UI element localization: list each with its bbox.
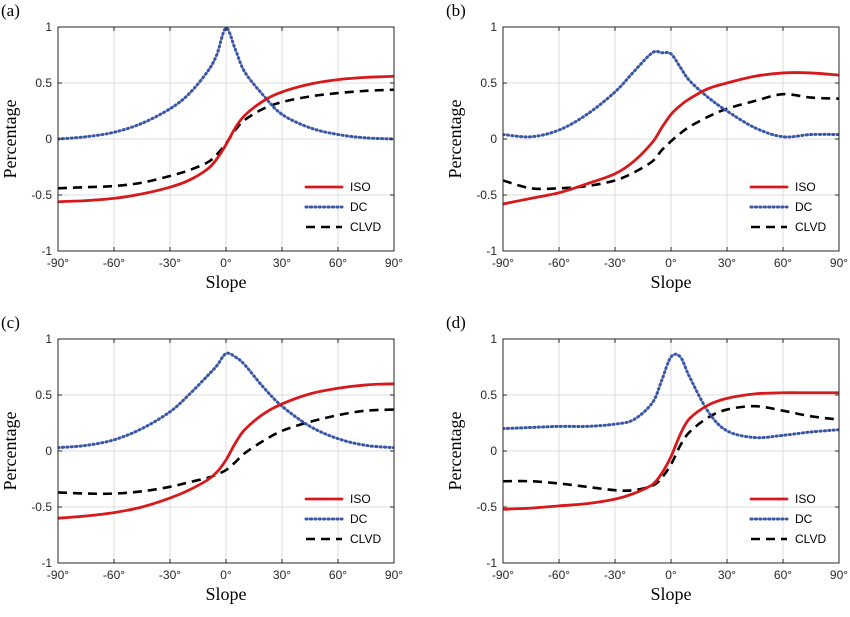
- y-tick-label: 0: [45, 132, 52, 146]
- panel-label: (b): [446, 1, 466, 20]
- x-tick-label: 0°: [220, 256, 232, 270]
- legend-label-clvd: CLVD: [350, 220, 381, 234]
- x-tick-label: -90°: [492, 256, 514, 270]
- y-axis-label: Percentage: [0, 100, 20, 179]
- series-line-dc: [503, 49, 839, 139]
- legend-label-clvd: CLVD: [350, 532, 381, 546]
- panel-label: (a): [1, 1, 20, 20]
- x-axis-label: Slope: [650, 272, 691, 292]
- legend-label-iso: ISO: [350, 180, 371, 194]
- x-tick-label: 30°: [718, 568, 736, 582]
- x-tick-label: 0°: [220, 568, 232, 582]
- y-axis-label: Percentage: [445, 100, 465, 179]
- legend-label-clvd: CLVD: [795, 532, 826, 546]
- x-tick-label: 30°: [273, 568, 291, 582]
- y-tick-label: 1: [490, 20, 497, 34]
- y-tick-label: -0.5: [31, 188, 52, 202]
- legend-label-dc: DC: [350, 200, 368, 214]
- x-tick-label: -90°: [47, 256, 69, 270]
- x-tick-label: -90°: [492, 568, 514, 582]
- x-tick-label: -30°: [159, 256, 181, 270]
- y-tick-label: -0.5: [476, 188, 497, 202]
- y-tick-label: 0: [490, 444, 497, 458]
- x-tick-label: 60°: [329, 568, 347, 582]
- x-tick-label: 90°: [385, 256, 403, 270]
- y-tick-label: -1: [486, 244, 497, 258]
- x-tick-label: 60°: [329, 256, 347, 270]
- series-line-iso: [58, 382, 394, 520]
- x-tick-label: 90°: [830, 568, 848, 582]
- series-line-dc: [503, 352, 839, 440]
- y-tick-label: 1: [490, 332, 497, 346]
- legend-label-iso: ISO: [795, 492, 816, 506]
- y-tick-label: 1: [45, 20, 52, 34]
- x-tick-label: 60°: [774, 256, 792, 270]
- y-tick-label: -1: [41, 244, 52, 258]
- x-tick-label: -90°: [47, 568, 69, 582]
- x-tick-label: 90°: [385, 568, 403, 582]
- x-axis-label: Slope: [205, 584, 246, 604]
- x-tick-label: -30°: [604, 568, 626, 582]
- x-tick-label: 0°: [665, 568, 677, 582]
- legend: ISO DC CLVD: [304, 180, 381, 234]
- x-tick-label: 30°: [718, 256, 736, 270]
- legend-label-dc: DC: [795, 512, 813, 526]
- y-tick-label: 0: [45, 444, 52, 458]
- chart-panel: -90° -60° -30° 0° 30° 60° 90° 1 0.5 0 -0.5 -1 Slope P…: [445, 313, 848, 604]
- y-tick-label: -1: [41, 556, 52, 570]
- y-tick-label: 0: [490, 132, 497, 146]
- series-line-dc: [58, 351, 394, 450]
- y-tick-label: 0.5: [480, 388, 497, 402]
- chart-panel: -90° -60° -30° 0° 30° 60° 90° 1 0.5 0 -0.5 -1 Slope P…: [0, 1, 403, 292]
- legend-label-dc: DC: [795, 200, 813, 214]
- legend-label-clvd: CLVD: [795, 220, 826, 234]
- y-tick-label: 1: [45, 332, 52, 346]
- x-tick-label: -30°: [604, 256, 626, 270]
- chart-panel: -90° -60° -30° 0° 30° 60° 90° 1 0.5 0 -0.5 -1 Slope P…: [445, 1, 848, 292]
- legend: ISO DC CLVD: [749, 180, 826, 234]
- series-line-iso: [58, 74, 394, 204]
- x-tick-label: -60°: [548, 256, 570, 270]
- x-axis-label: Slope: [205, 272, 246, 292]
- y-tick-label: 0.5: [35, 388, 52, 402]
- y-tick-label: 0.5: [35, 76, 52, 90]
- x-tick-label: 0°: [665, 256, 677, 270]
- y-tick-label: -0.5: [476, 500, 497, 514]
- legend-label-iso: ISO: [350, 492, 371, 506]
- x-tick-label: 60°: [774, 568, 792, 582]
- panel-label: (d): [446, 313, 466, 332]
- panel-label: (c): [1, 313, 20, 332]
- x-tick-label: -60°: [548, 568, 570, 582]
- x-tick-label: -60°: [103, 568, 125, 582]
- x-tick-label: -60°: [103, 256, 125, 270]
- y-tick-label: -0.5: [31, 500, 52, 514]
- y-axis-label: Percentage: [0, 412, 20, 491]
- series-line-clvd: [503, 404, 839, 492]
- x-tick-label: 30°: [273, 256, 291, 270]
- series-line-clvd: [58, 408, 394, 496]
- x-axis-label: Slope: [650, 584, 691, 604]
- y-tick-label: 0.5: [480, 76, 497, 90]
- legend-label-dc: DC: [350, 512, 368, 526]
- legend: ISO DC CLVD: [749, 492, 826, 546]
- x-tick-label: 90°: [830, 256, 848, 270]
- chart-panel: -90° -60° -30° 0° 30° 60° 90° 1 0.5 0 -0.5 -1 Slope P…: [0, 313, 403, 604]
- series-line-clvd: [58, 88, 394, 190]
- legend: ISO DC CLVD: [304, 492, 381, 546]
- x-tick-label: -30°: [159, 568, 181, 582]
- y-axis-label: Percentage: [445, 412, 465, 491]
- series-line-iso: [503, 391, 839, 511]
- y-tick-label: -1: [486, 556, 497, 570]
- legend-label-iso: ISO: [795, 180, 816, 194]
- series-line-iso: [503, 71, 839, 206]
